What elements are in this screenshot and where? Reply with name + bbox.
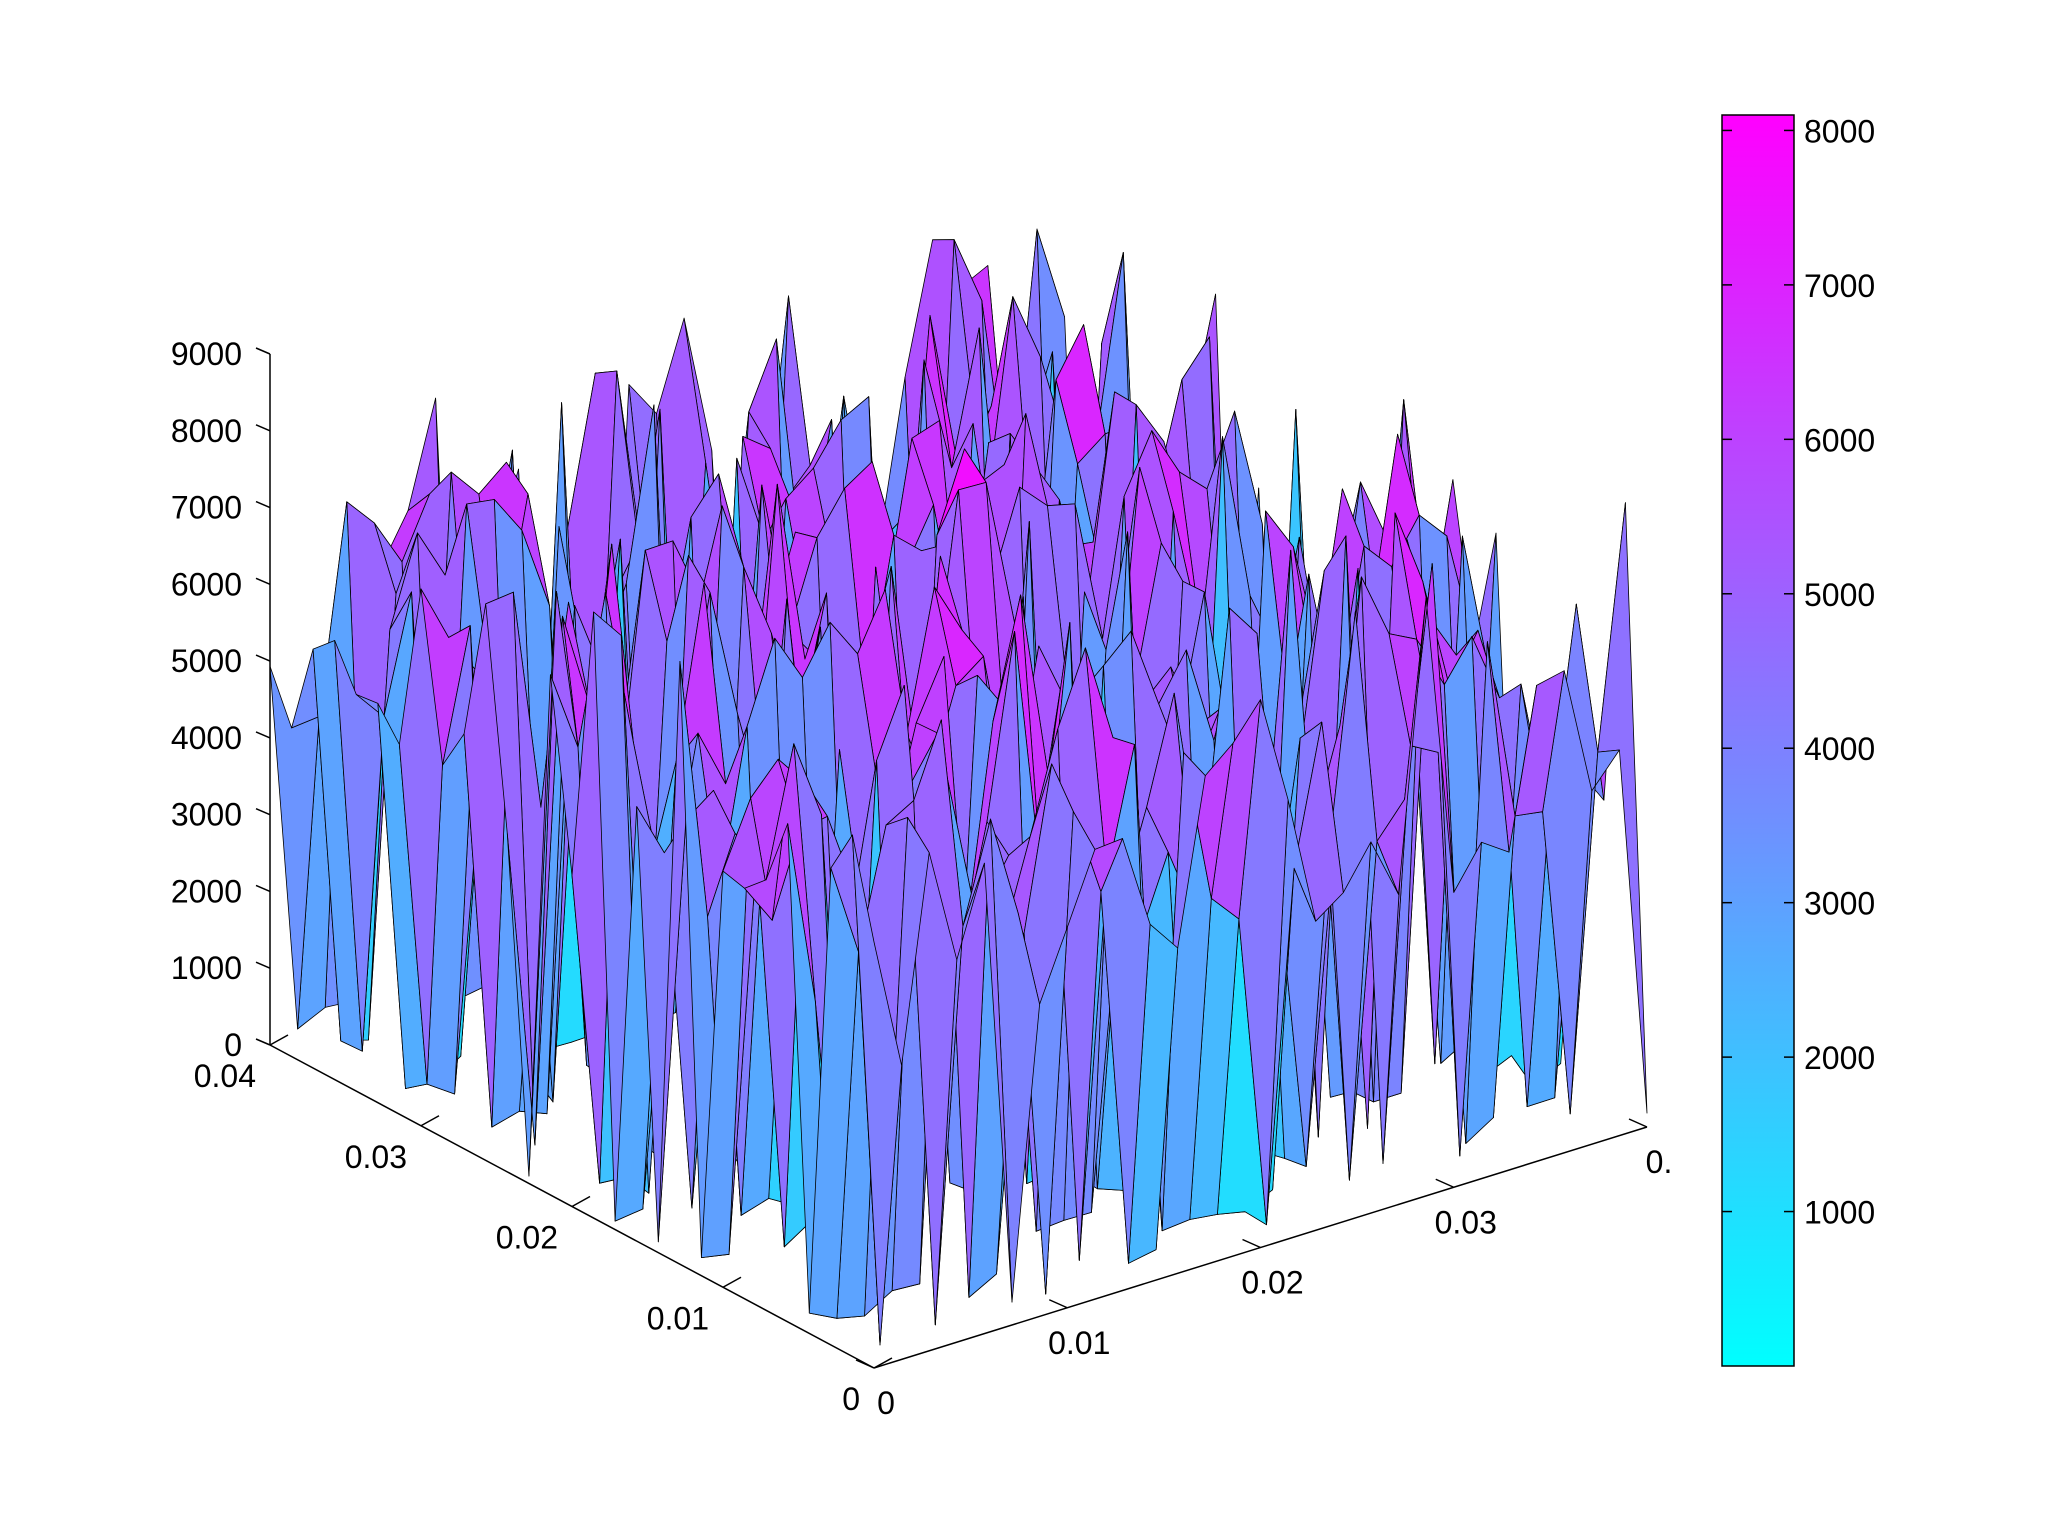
- colorbar-tick-label: 1000: [1804, 1195, 1875, 1231]
- z-tick-label: 5000: [171, 643, 242, 679]
- x-tick: [1435, 1178, 1455, 1188]
- y-tick: [873, 1357, 893, 1369]
- z-tick-label: 4000: [171, 720, 242, 756]
- colorbar-gradient: [1721, 114, 1795, 1367]
- z-tick: [255, 807, 271, 816]
- z-tick: [255, 961, 271, 969]
- x-tick-label: 0.02: [1241, 1265, 1303, 1301]
- colorbar-tick-label: 7000: [1804, 268, 1875, 304]
- y-tick-label: 0: [842, 1381, 860, 1417]
- z-tick-label: 0: [224, 1027, 242, 1063]
- y-tick-label: 0.01: [647, 1300, 709, 1336]
- y-tick: [420, 1115, 440, 1127]
- colorbar-tick-label: 4000: [1804, 731, 1875, 767]
- z-tick-label: 8000: [171, 413, 242, 449]
- y-tick: [571, 1195, 591, 1208]
- z-tick-label: 7000: [171, 490, 242, 526]
- y-tick-label: 0.04: [194, 1058, 256, 1094]
- x-tick-label: 0.01: [1048, 1325, 1110, 1361]
- colorbar-tick-label: 5000: [1804, 577, 1875, 613]
- y-tick-label: 0.03: [345, 1139, 407, 1175]
- z-tick-label: 9000: [171, 336, 242, 372]
- z-tick: [255, 1038, 271, 1046]
- z-tick-label: 2000: [171, 873, 242, 909]
- z-tick: [255, 654, 271, 662]
- z-tick: [255, 731, 271, 739]
- z-tick: [255, 500, 271, 509]
- x-tick: [1628, 1118, 1648, 1128]
- y-tick-label: 0.02: [496, 1220, 558, 1256]
- colorbar-tick-label: 3000: [1804, 886, 1875, 922]
- colorbar-tick-label: 2000: [1804, 1040, 1875, 1076]
- y-tick: [722, 1276, 742, 1288]
- x-tick-label: 0.: [1646, 1144, 1673, 1180]
- surface-patch: [852, 834, 902, 1346]
- x-tick: [855, 1359, 875, 1369]
- z-tick: [255, 884, 271, 893]
- z-tick-label: 1000: [171, 950, 242, 986]
- colorbar: 1000 2000 3000 4000 5000 6000 7000 8000: [1721, 113, 1875, 1367]
- axes-layer: 00.010.020.030.00.010.020.030.0401000200…: [171, 336, 1673, 1421]
- surface-layer: [269, 228, 1648, 1346]
- z-tick: [255, 424, 271, 432]
- z-tick: [255, 347, 271, 355]
- y-tick: [269, 1034, 289, 1046]
- z-tick-label: 3000: [171, 797, 242, 833]
- x-tick: [1048, 1299, 1068, 1309]
- x-tick-label: 0: [877, 1385, 895, 1421]
- x-tick-label: 0.03: [1435, 1204, 1497, 1240]
- z-tick-label: 6000: [171, 566, 242, 602]
- colorbar-tick-label: 8000: [1804, 113, 1875, 149]
- x-tick: [1242, 1238, 1261, 1249]
- z-tick: [255, 577, 271, 586]
- colorbar-tick-label: 6000: [1804, 422, 1875, 458]
- surface-patch: [1597, 502, 1648, 1114]
